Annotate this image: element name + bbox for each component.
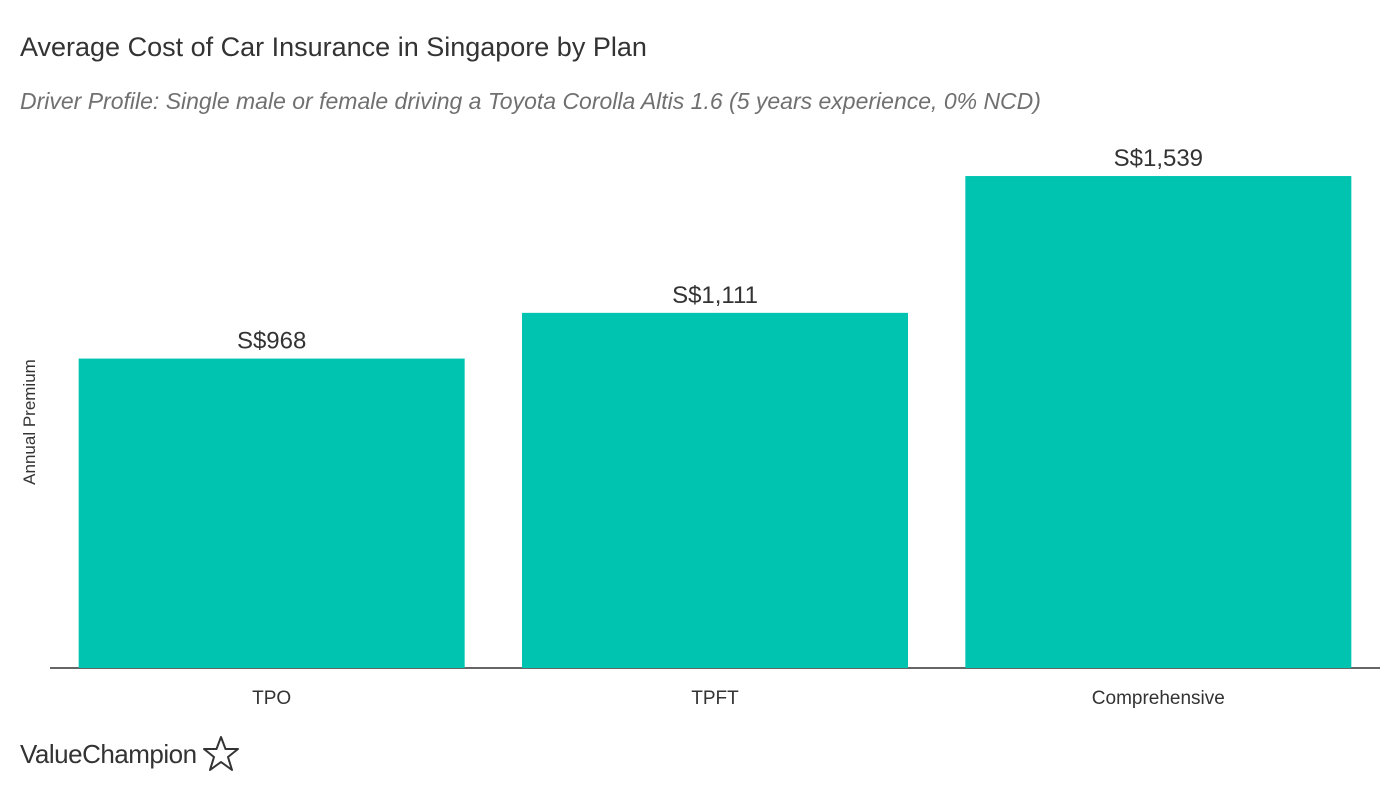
star-outline-icon: [202, 736, 239, 771]
data-label-tpo: S$968: [237, 328, 306, 355]
bar-tpft: [522, 312, 908, 668]
data-label-tpft: S$1,111: [672, 282, 758, 309]
chart-title: Average Cost of Car Insurance in Singapo…: [20, 32, 647, 62]
brand-name: ValueChampion: [20, 738, 197, 769]
bar-tpo: [78, 358, 465, 668]
x-tick-label-tpo: TPO: [252, 688, 291, 709]
brand-logo: ValueChampion: [20, 734, 241, 774]
bar-comprehensive: [965, 176, 1352, 668]
x-tick-label-comprehensive: Comprehensive: [1092, 688, 1225, 709]
x-tick-label-tpft: TPFT: [691, 688, 739, 709]
chart-subtitle: Driver Profile: Single male or female dr…: [20, 88, 1041, 114]
data-label-comprehensive: S$1,539: [1114, 145, 1203, 172]
